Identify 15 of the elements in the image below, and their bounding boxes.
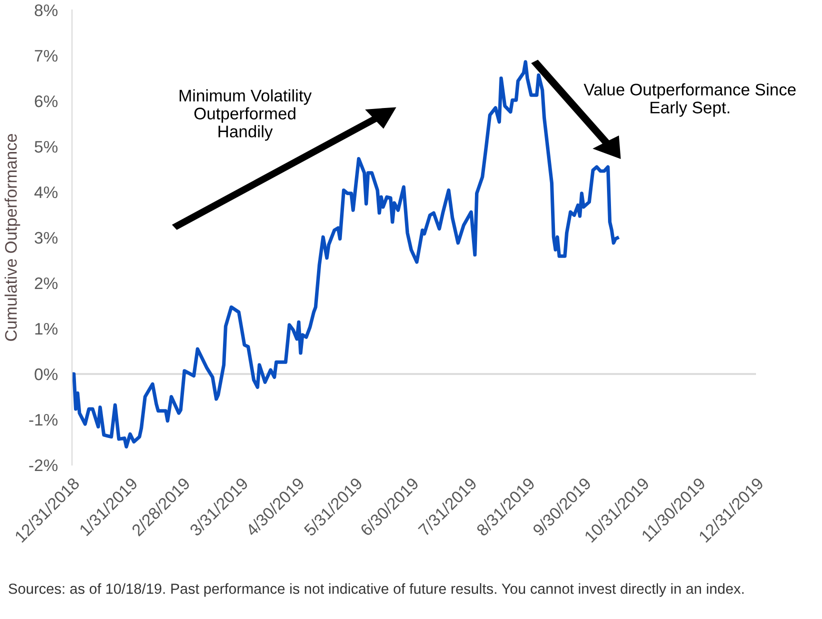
annotation: Value Outperformance Since Early Sept. bbox=[584, 83, 796, 117]
y-tick-label: 5% bbox=[34, 140, 58, 153]
y-tick-label: 6% bbox=[34, 95, 58, 108]
y-tick-label: 2% bbox=[34, 277, 58, 290]
annotation: Minimum Volatility Outperformed Handily bbox=[180, 89, 312, 141]
y-tick-label: -1% bbox=[29, 414, 58, 426]
y-axis-title: Cumulative Outperformance bbox=[4, 134, 20, 341]
y-tick-label: -2% bbox=[29, 459, 58, 472]
y-tick-label: 1% bbox=[35, 322, 58, 335]
y-tick-label: 4% bbox=[34, 186, 58, 198]
source-note: Sources: as of 10/18/19. Past performance is not indicative of future results. You cannot invest directly in an index. bbox=[8, 583, 744, 597]
y-tick-label: 8% bbox=[34, 4, 58, 16]
y-tick-label: 0% bbox=[34, 368, 58, 380]
y-tick-label: 7% bbox=[34, 50, 58, 62]
y-tick-label: 3% bbox=[34, 232, 58, 244]
